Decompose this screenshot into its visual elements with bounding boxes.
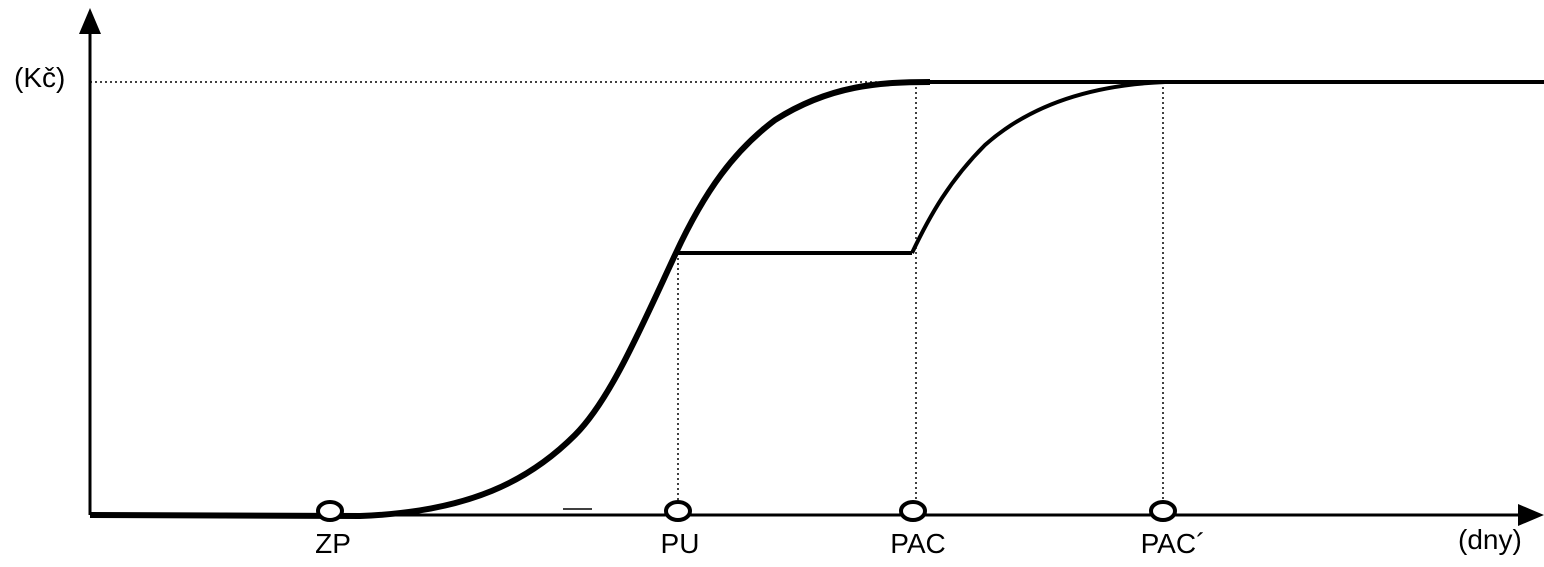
- milestone-marker-zp: [316, 500, 344, 522]
- milestone-label-pac: PAC: [890, 528, 946, 559]
- y-axis-unit-label: (Kč): [14, 62, 66, 93]
- milestone-label-zp: ZP: [315, 528, 351, 559]
- x-axis-unit-label: (dny): [1458, 524, 1522, 555]
- milestone-label-pu: PU: [660, 528, 700, 559]
- milestone-label-pac2: PAC´: [1140, 528, 1206, 559]
- planned-cost-curve: [89, 79, 931, 519]
- y-axis-arrow: [79, 8, 101, 34]
- x-axis-arrow: [1518, 504, 1544, 526]
- milestone-marker-pac: [899, 500, 927, 522]
- milestone-marker-pu: [664, 500, 692, 522]
- delayed-cost-curve: [910, 80, 1166, 254]
- milestone-marker-pac2: [1149, 500, 1177, 522]
